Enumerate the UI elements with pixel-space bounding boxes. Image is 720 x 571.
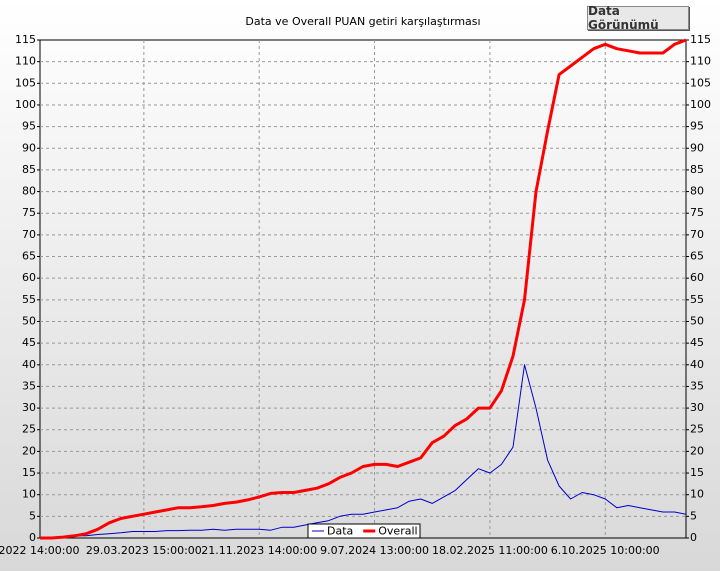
y-tick-label: 20 — [22, 444, 36, 457]
x-tick-label: .09.2022 14:00:00 — [0, 544, 79, 557]
x-tick-label: 9.07.2024 13:00:00 — [320, 544, 429, 557]
y2-tick-label: 105 — [690, 76, 711, 89]
y-tick-label: 70 — [22, 228, 36, 241]
y2-tick-label: 0 — [690, 531, 697, 544]
y-tick-label: 60 — [22, 271, 36, 284]
y-tick-label: 55 — [22, 293, 36, 306]
y-tick-label: 45 — [22, 336, 36, 349]
y-tick-label: 110 — [15, 55, 36, 68]
legend-label: Overall — [378, 525, 417, 538]
y2-tick-label: 40 — [690, 358, 704, 371]
legend: Data Overall — [307, 523, 421, 539]
y2-tick-label: 100 — [690, 98, 711, 111]
y-tick-label: 50 — [22, 314, 36, 327]
y2-tick-label: 60 — [690, 271, 704, 284]
y2-tick-label: 25 — [690, 423, 704, 436]
y2-tick-label: 10 — [690, 488, 704, 501]
y2-tick-label: 85 — [690, 163, 704, 176]
y2-tick-label: 30 — [690, 401, 704, 414]
x-tick-label: 29.03.2023 15:00:00 — [86, 544, 202, 557]
view-button[interactable]: Data Görünümü — [587, 4, 689, 32]
y-tick-label: 75 — [22, 206, 36, 219]
y-tick-label: 85 — [22, 163, 36, 176]
y-tick-label: 0 — [29, 531, 36, 544]
y-tick-label: 65 — [22, 250, 36, 263]
y-tick-label: 80 — [22, 185, 36, 198]
y2-tick-label: 55 — [690, 293, 704, 306]
y2-tick-label: 70 — [690, 228, 704, 241]
y2-tick-label: 5 — [690, 509, 697, 522]
y-tick-label: 5 — [29, 509, 36, 522]
series-line — [40, 38, 687, 540]
series-line — [40, 364, 687, 539]
y-tick-label: 15 — [22, 466, 36, 479]
y2-tick-label: 15 — [690, 466, 704, 479]
y-tick-label: 115 — [15, 33, 36, 46]
x-tick-label: 6.10.2025 10:00:00 — [551, 544, 660, 557]
y2-tick-label: 95 — [690, 120, 704, 133]
y-tick-label: 95 — [22, 120, 36, 133]
y2-tick-label: 90 — [690, 141, 704, 154]
legend-label: Data — [327, 525, 353, 538]
y-tick-label: 105 — [15, 76, 36, 89]
y-tick-label: 30 — [22, 401, 36, 414]
y2-tick-label: 65 — [690, 250, 704, 263]
y-tick-label: 25 — [22, 423, 36, 436]
x-tick-label: 18.02.2025 11:00:00 — [432, 544, 548, 557]
y2-tick-label: 35 — [690, 379, 704, 392]
y2-tick-label: 75 — [690, 206, 704, 219]
y2-tick-label: 115 — [690, 33, 711, 46]
y-tick-label: 35 — [22, 379, 36, 392]
y2-tick-label: 20 — [690, 444, 704, 457]
y-tick-label: 40 — [22, 358, 36, 371]
y2-tick-label: 50 — [690, 314, 704, 327]
y2-tick-label: 45 — [690, 336, 704, 349]
y-tick-label: 10 — [22, 488, 36, 501]
y-tick-label: 90 — [22, 141, 36, 154]
x-tick-label: 21.11.2023 14:00:00 — [201, 544, 317, 557]
y2-tick-label: 80 — [690, 185, 704, 198]
y2-tick-label: 110 — [690, 55, 711, 68]
y-tick-label: 100 — [15, 98, 36, 111]
chart-title: Data ve Overall PUAN getiri karşılaştırm… — [245, 15, 480, 28]
